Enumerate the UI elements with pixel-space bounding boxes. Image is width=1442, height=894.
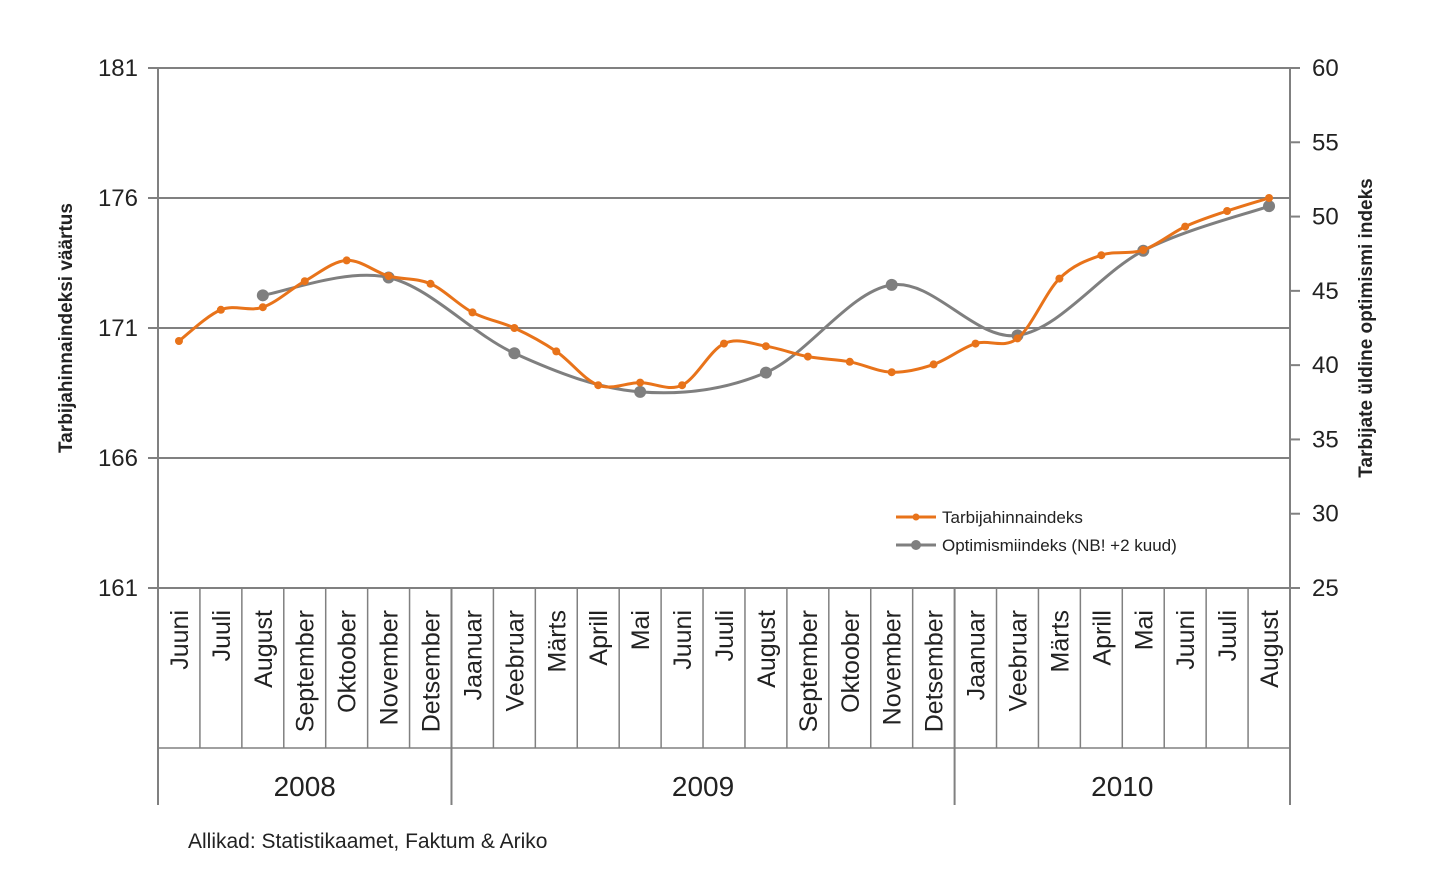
series xyxy=(174,194,1276,398)
y-tick-label: 161 xyxy=(98,575,138,602)
point-cpi xyxy=(971,339,980,348)
point-cpi xyxy=(636,378,645,387)
point-cpi xyxy=(929,360,938,369)
legend-label-optimism: Optimismiindeks (NB! +2 kuud) xyxy=(942,536,1177,555)
point-cpi xyxy=(761,342,770,351)
point-cpi xyxy=(552,347,561,356)
gridlines xyxy=(158,67,1290,589)
x-tick-label: Märts xyxy=(1046,610,1074,673)
legend-label-cpi: Tarbijahinnaindeks xyxy=(942,508,1083,527)
point-cpi xyxy=(594,381,603,390)
point-cpi xyxy=(1223,207,1232,215)
y2-tick-label: 60 xyxy=(1312,55,1339,82)
y-tick-label: 181 xyxy=(98,55,138,82)
year-label: 2009 xyxy=(672,771,734,802)
right-axis-ticks: 60 55 50 45 40 35 30 25 xyxy=(1290,55,1339,602)
series-cpi xyxy=(174,194,1274,390)
x-tick-label: Juuli xyxy=(711,610,739,661)
x-tick-label: November xyxy=(376,610,404,725)
x-tick-label: Mai xyxy=(627,610,655,650)
legend-marker-cpi xyxy=(912,513,920,521)
point-cpi xyxy=(845,357,854,366)
y2-tick-label: 35 xyxy=(1312,426,1339,453)
left-axis-title: Tarbijahinnaindeksi väärtus xyxy=(56,203,77,453)
point-cpi xyxy=(426,279,435,288)
x-tick-label: Aprill xyxy=(585,610,613,666)
y2-tick-label: 50 xyxy=(1312,204,1339,231)
point-cpi xyxy=(468,308,477,317)
x-tick-label: Jaanuar xyxy=(963,610,991,700)
point-cpi xyxy=(300,277,309,286)
point-cpi xyxy=(1265,194,1274,202)
line-cpi xyxy=(178,196,1270,390)
x-tick-label: Detsember xyxy=(418,610,446,732)
source-note: Allikad: Statistikaamet, Faktum & Ariko xyxy=(188,830,548,853)
point-optimism xyxy=(256,289,269,302)
point-optimism xyxy=(1263,200,1276,213)
y2-tick-label: 25 xyxy=(1312,575,1339,602)
legend: Tarbijahinnaindeks Optimismiindeks (NB! … xyxy=(896,508,1177,555)
point-cpi xyxy=(510,324,519,332)
point-cpi xyxy=(803,352,812,361)
point-cpi xyxy=(1055,274,1064,283)
point-cpi xyxy=(1013,334,1022,343)
y2-tick-label: 40 xyxy=(1312,352,1339,379)
x-tick-label: Detsember xyxy=(921,610,949,732)
year-label: 2008 xyxy=(274,771,336,802)
x-tick-label: September xyxy=(292,610,320,732)
point-cpi xyxy=(1139,246,1148,254)
x-tick-label: Veebruar xyxy=(501,610,529,711)
point-cpi xyxy=(342,256,351,265)
point-optimism xyxy=(885,278,898,291)
y-tick-label: 166 xyxy=(98,445,138,472)
legend-marker-optimism xyxy=(911,540,921,550)
x-tick-label: Oktoober xyxy=(837,610,865,713)
y-tick-label: 171 xyxy=(98,315,138,342)
point-cpi xyxy=(1181,222,1190,231)
point-cpi xyxy=(720,339,728,348)
x-tick-label: Juuni xyxy=(669,610,697,670)
line-optimism xyxy=(262,204,1270,395)
point-cpi xyxy=(174,337,183,345)
point-cpi xyxy=(384,272,393,280)
point-cpi xyxy=(216,305,225,314)
y2-tick-label: 30 xyxy=(1312,501,1339,528)
point-optimism xyxy=(508,347,521,360)
x-tick-label: Juuni xyxy=(1172,610,1200,670)
left-axis-ticks: 181 176 171 166 161 xyxy=(98,55,158,602)
point-cpi xyxy=(258,303,267,312)
x-tick-label: Aprill xyxy=(1088,610,1116,666)
x-tick-label: Märts xyxy=(543,610,571,673)
y2-tick-label: 55 xyxy=(1312,129,1339,156)
series-optimism xyxy=(256,200,1276,398)
y2-tick-label: 45 xyxy=(1312,278,1339,305)
x-tick-label: Juuni xyxy=(166,610,194,670)
x-tick-label: November xyxy=(879,610,907,725)
x-tick-label: Jaanuar xyxy=(459,610,487,700)
point-optimism xyxy=(634,385,647,398)
x-tick-label: Oktoober xyxy=(334,610,362,713)
x-axis-categories: Juuni Juuli August September Oktoober Novembe… xyxy=(157,588,1291,805)
y-tick-label: 176 xyxy=(98,185,138,212)
right-axis-title: Tarbijate üldine optimismi indeks xyxy=(1356,178,1377,477)
x-tick-label: August xyxy=(250,610,278,688)
x-tick-label: Juuli xyxy=(1214,610,1242,661)
point-cpi xyxy=(887,368,896,377)
point-cpi xyxy=(1097,251,1106,260)
year-label: 2010 xyxy=(1091,771,1153,802)
x-tick-label: September xyxy=(795,610,823,732)
x-tick-label: August xyxy=(1256,610,1284,688)
x-tick-label: Juuli xyxy=(208,610,236,661)
point-optimism xyxy=(759,366,772,379)
x-tick-label: August xyxy=(753,610,781,688)
x-tick-label: Mai xyxy=(1130,610,1158,650)
x-tick-label: Veebruar xyxy=(1004,610,1032,711)
point-cpi xyxy=(678,381,687,390)
